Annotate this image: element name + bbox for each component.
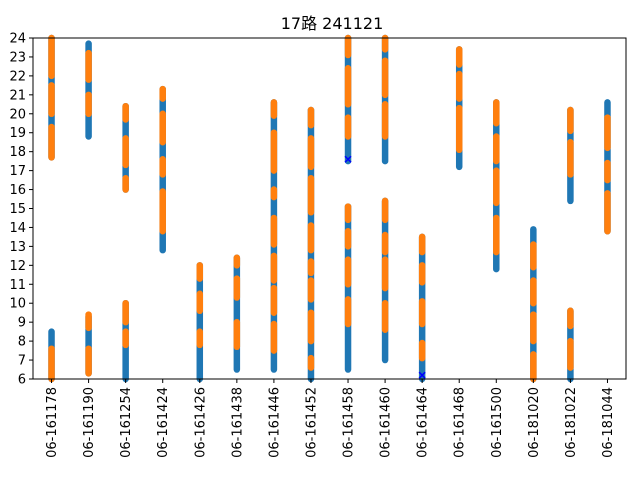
y-tick-label: 17 [9, 164, 26, 179]
y-tick-label: 9 [18, 316, 26, 331]
x-tick-label: 06-161254 [119, 387, 134, 458]
y-tick-label: 23 [9, 50, 26, 65]
x-tick-label: 06-161190 [82, 387, 97, 458]
y-tick-label: 8 [18, 335, 26, 350]
y-tick-label: 12 [9, 259, 26, 274]
y-tick-label: 16 [9, 183, 26, 198]
y-tick-label: 10 [9, 297, 26, 312]
x-tick-label: 06-181022 [564, 387, 579, 458]
y-tick-label: 20 [9, 107, 26, 122]
y-tick-label: 24 [9, 32, 26, 47]
x-tick-label: 06-161452 [304, 387, 319, 458]
y-axis: 6 7 8 9 10 11 12 13 14 15 16 17 18 19 20 21 22 23 24 [9, 32, 33, 388]
y-tick-label: 14 [9, 221, 26, 236]
x-tick-label: 06-161438 [230, 387, 245, 458]
x-tick-label: 06-161426 [193, 387, 208, 458]
x-tick-label: 06-161178 [45, 387, 60, 458]
x-tick-label: 06-161446 [267, 387, 282, 458]
x-tick-label: 06-161460 [379, 387, 394, 458]
x-marker [344, 155, 352, 163]
x-tick-label: 06-161458 [342, 387, 357, 458]
x-marker [418, 371, 426, 379]
plot-frame [32, 37, 627, 380]
y-tick-label: 18 [9, 145, 26, 160]
y-tick-label: 22 [9, 69, 26, 84]
y-tick-label: 7 [18, 354, 26, 369]
x-axis: 06-161178 06-161190 06-161254 06-161424 06-1… [45, 379, 616, 458]
x-tick-label: 06-181044 [601, 387, 616, 458]
y-tick-label: 19 [9, 126, 26, 141]
x-tick-label: 06-181020 [527, 387, 542, 458]
x-tick-label: 06-161468 [453, 387, 468, 458]
x-tick-label: 06-161424 [156, 387, 171, 458]
x-tick-label: 06-161500 [490, 387, 505, 458]
chart-title: 17路 241121 [281, 14, 384, 33]
y-tick-label: 21 [9, 88, 26, 103]
x-tick-label: 06-161464 [416, 387, 431, 458]
y-tick-label: 15 [9, 202, 26, 217]
plot-area [48, 34, 611, 383]
y-tick-label: 13 [9, 240, 26, 255]
y-tick-label: 11 [9, 278, 26, 293]
y-tick-label: 6 [18, 373, 26, 388]
